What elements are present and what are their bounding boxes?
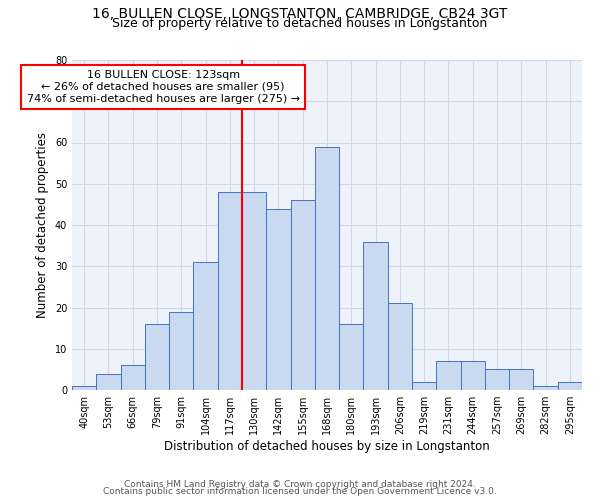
Bar: [412, 382, 436, 390]
Bar: [96, 374, 121, 390]
Bar: [290, 200, 315, 390]
Bar: [145, 324, 169, 390]
Bar: [533, 386, 558, 390]
Bar: [315, 146, 339, 390]
Bar: [193, 262, 218, 390]
Bar: [242, 192, 266, 390]
Bar: [558, 382, 582, 390]
Text: Contains HM Land Registry data © Crown copyright and database right 2024.: Contains HM Land Registry data © Crown c…: [124, 480, 476, 489]
Y-axis label: Number of detached properties: Number of detached properties: [36, 132, 49, 318]
Bar: [218, 192, 242, 390]
Bar: [266, 208, 290, 390]
Bar: [436, 361, 461, 390]
Bar: [485, 370, 509, 390]
Bar: [388, 304, 412, 390]
Bar: [509, 370, 533, 390]
Bar: [339, 324, 364, 390]
Text: Size of property relative to detached houses in Longstanton: Size of property relative to detached ho…: [112, 18, 488, 30]
Text: 16, BULLEN CLOSE, LONGSTANTON, CAMBRIDGE, CB24 3GT: 16, BULLEN CLOSE, LONGSTANTON, CAMBRIDGE…: [92, 8, 508, 22]
Bar: [364, 242, 388, 390]
Bar: [461, 361, 485, 390]
X-axis label: Distribution of detached houses by size in Longstanton: Distribution of detached houses by size …: [164, 440, 490, 453]
Text: Contains public sector information licensed under the Open Government Licence v3: Contains public sector information licen…: [103, 487, 497, 496]
Text: 16 BULLEN CLOSE: 123sqm
← 26% of detached houses are smaller (95)
74% of semi-de: 16 BULLEN CLOSE: 123sqm ← 26% of detache…: [26, 70, 299, 104]
Bar: [72, 386, 96, 390]
Bar: [169, 312, 193, 390]
Bar: [121, 365, 145, 390]
